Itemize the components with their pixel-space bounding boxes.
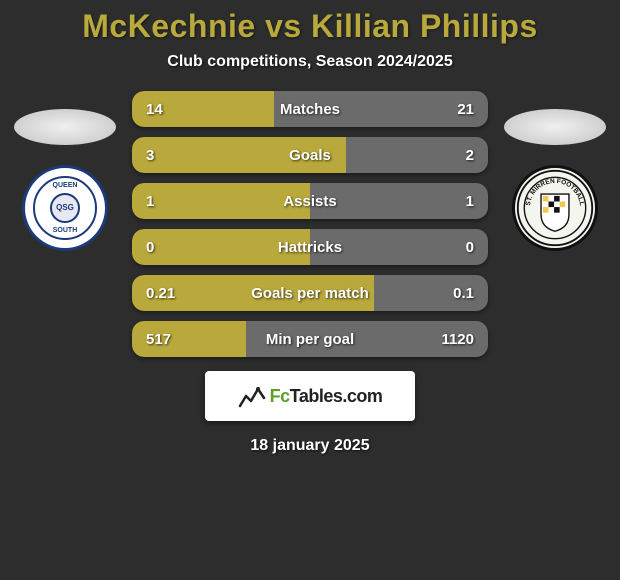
page-title: McKechnie vs Killian Phillips xyxy=(82,8,538,45)
stat-label: Assists xyxy=(186,193,434,210)
stat-left-value: 0.21 xyxy=(146,285,186,302)
stat-label: Goals per match xyxy=(186,285,434,302)
page-subtitle: Club competitions, Season 2024/2025 xyxy=(167,53,452,71)
stat-content: 14Matches21 xyxy=(132,91,488,127)
stat-row: 1Assists1 xyxy=(132,183,488,219)
stat-label: Goals xyxy=(186,147,434,164)
stat-label: Hattricks xyxy=(186,239,434,256)
brand-text: FcTables.com xyxy=(270,386,383,407)
right-club-crest: ST. MIRREN FOOTBALL xyxy=(512,165,598,251)
stat-row: 0.21Goals per match0.1 xyxy=(132,275,488,311)
footer-date: 18 january 2025 xyxy=(250,437,369,455)
stat-label: Min per goal xyxy=(186,331,434,348)
stat-content: 0.21Goals per match0.1 xyxy=(132,275,488,311)
stat-row: 517Min per goal1120 xyxy=(132,321,488,357)
stat-content: 3Goals2 xyxy=(132,137,488,173)
stat-row: 3Goals2 xyxy=(132,137,488,173)
brand-suffix: Tables.com xyxy=(290,386,383,406)
stat-row: 14Matches21 xyxy=(132,91,488,127)
stat-left-value: 517 xyxy=(146,331,186,348)
brand-badge[interactable]: FcTables.com xyxy=(205,371,415,421)
stats-column: 14Matches213Goals21Assists10Hattricks00.… xyxy=(132,91,488,357)
stat-left-value: 0 xyxy=(146,239,186,256)
stat-content: 0Hattricks0 xyxy=(132,229,488,265)
left-player-headshot xyxy=(14,109,116,145)
stat-content: 517Min per goal1120 xyxy=(132,321,488,357)
left-crest-core: QSG xyxy=(50,193,80,223)
left-player-column: QUEEN QSG SOUTH xyxy=(10,91,120,251)
left-crest-ring: QUEEN QSG SOUTH xyxy=(33,176,97,240)
right-crest-svg: ST. MIRREN FOOTBALL xyxy=(515,168,595,248)
stat-right-value: 21 xyxy=(434,101,474,118)
stat-left-value: 3 xyxy=(146,147,186,164)
stat-right-value: 0.1 xyxy=(434,285,474,302)
stat-left-value: 14 xyxy=(146,101,186,118)
stat-right-value: 0 xyxy=(434,239,474,256)
stat-content: 1Assists1 xyxy=(132,183,488,219)
brand-logo-icon xyxy=(238,384,266,408)
left-club-crest: QUEEN QSG SOUTH xyxy=(22,165,108,251)
brand-prefix: Fc xyxy=(270,386,290,406)
stat-row: 0Hattricks0 xyxy=(132,229,488,265)
left-crest-top-text: QUEEN xyxy=(53,182,78,189)
stat-right-value: 2 xyxy=(434,147,474,164)
comparison-card: McKechnie vs Killian Phillips Club compe… xyxy=(0,0,620,580)
stat-left-value: 1 xyxy=(146,193,186,210)
main-row: QUEEN QSG SOUTH 14Matches213Goals21Assis… xyxy=(0,91,620,357)
left-crest-bottom-text: SOUTH xyxy=(53,227,78,234)
stat-label: Matches xyxy=(186,101,434,118)
right-player-column: ST. MIRREN FOOTBALL xyxy=(500,91,610,251)
stat-right-value: 1120 xyxy=(434,331,474,348)
right-player-headshot xyxy=(504,109,606,145)
stat-right-value: 1 xyxy=(434,193,474,210)
